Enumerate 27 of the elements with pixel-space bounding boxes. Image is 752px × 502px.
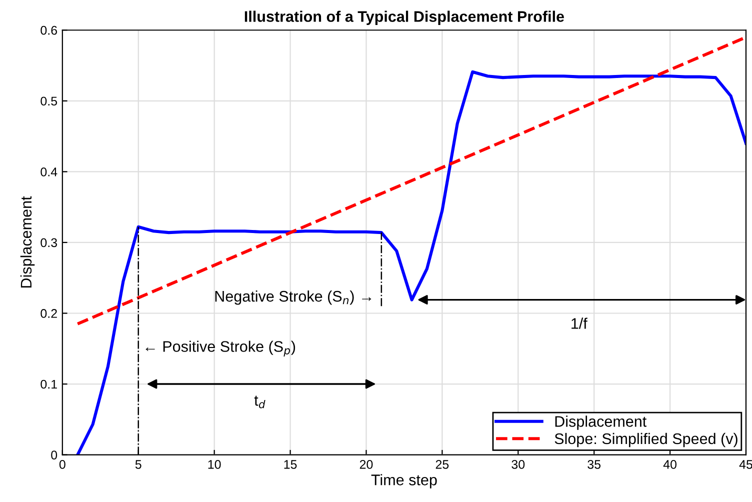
y-axis-title: Displacement <box>20 196 35 288</box>
y-tick-label: 0.2 <box>40 309 57 318</box>
legend-label: Slope: Simplified Speed (v) <box>554 432 738 448</box>
x-tick-label: 20 <box>360 460 373 469</box>
legend-label: Displacement <box>555 416 647 430</box>
x-tick-label: 0 <box>59 460 66 469</box>
x-tick-label: 35 <box>588 460 601 469</box>
x-tick-label: 30 <box>512 460 525 469</box>
annotation: Negative Stroke (S$_{n}$) → <box>215 290 372 305</box>
y-tick-label: 0.1 <box>40 380 57 389</box>
annotation: 1/f <box>572 318 588 329</box>
annotation: ← Positive Stroke (S$_{p}$) <box>146 340 296 356</box>
x-tick-label: 10 <box>208 460 221 469</box>
x-tick-label: 45 <box>739 460 752 469</box>
chart-title: Illustration of a Typical Displacement Profile <box>244 10 564 25</box>
y-tick-label: 0 <box>51 450 58 460</box>
x-tick-label: 5 <box>135 460 142 469</box>
x-tick-label: 25 <box>436 460 449 469</box>
x-tick-label: 40 <box>663 460 676 469</box>
x-axis-title: Time step <box>371 474 437 488</box>
x-tick-label: 15 <box>284 460 297 469</box>
annotation: t$_{d}$ <box>254 396 266 408</box>
y-tick-label: 0.4 <box>40 167 58 176</box>
line-series <box>76 70 746 455</box>
y-tick-label: 0.5 <box>40 96 58 106</box>
y-tick-label: 0.6 <box>40 26 58 35</box>
y-tick-label: 0.3 <box>40 238 58 248</box>
